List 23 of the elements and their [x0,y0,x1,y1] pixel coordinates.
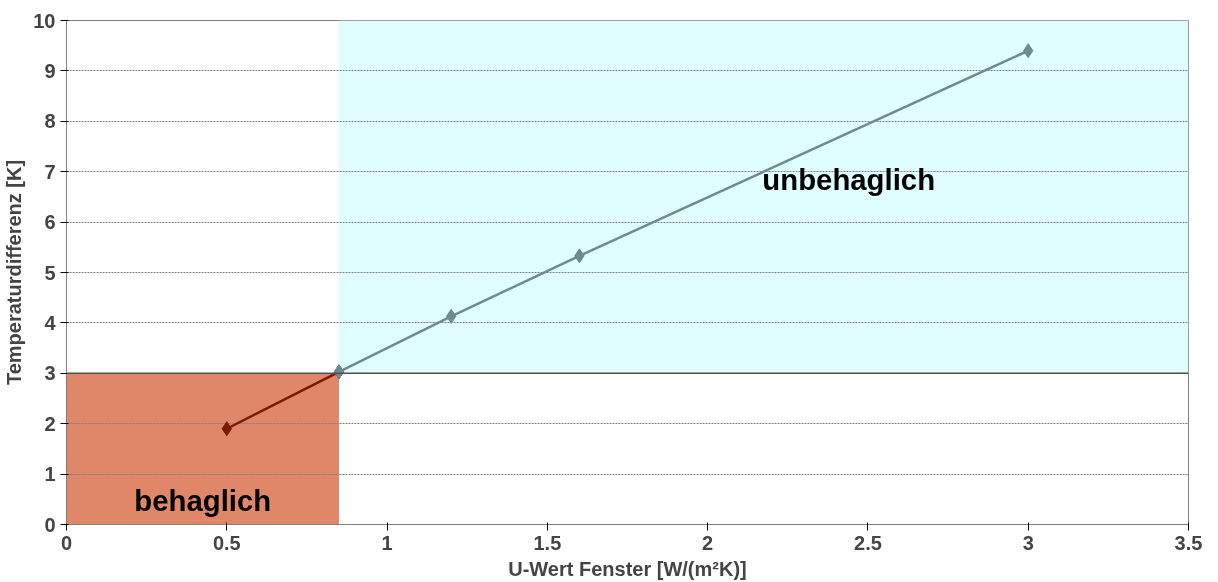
x-tick-label: 3 [1022,531,1034,554]
x-axis-title: U-Wert Fenster [W/(m²K)] [508,557,747,580]
y-tick-label: 10 [33,9,56,32]
y-tick-label: 9 [44,59,56,82]
x-tick-label: 0.5 [212,531,241,554]
x-tick-label: 1.5 [533,531,562,554]
x-tick-label: 1 [381,531,393,554]
y-tick-label: 1 [44,463,56,486]
band-label: behaglich [134,483,272,517]
band-label: unbehaglich [762,162,936,196]
y-tick-label: 8 [44,110,56,133]
x-tick-label: 2 [702,531,714,554]
y-tick-label: 4 [44,311,57,334]
y-tick-label: 5 [44,261,56,284]
x-tick-label: 0 [60,531,73,554]
y-tick-label: 2 [44,412,56,435]
x-tick-label: 2.5 [854,531,882,554]
y-tick-label: 7 [44,160,56,183]
x-tick-label: 3.5 [1174,531,1203,554]
y-axis-title: Temperaturdifferenz [K] [3,159,26,386]
y-tick-label: 0 [44,513,56,536]
y-tick-label: 6 [44,211,56,234]
y-tick-label: 3 [44,362,56,385]
